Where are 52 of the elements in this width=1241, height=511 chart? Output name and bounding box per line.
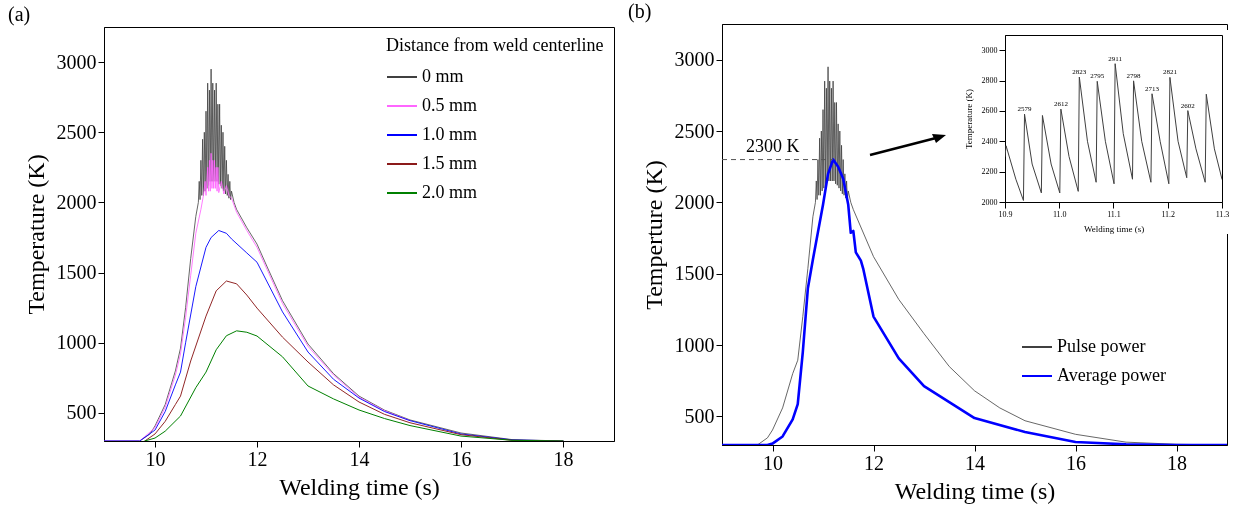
y-tick-label: 500 (684, 404, 715, 427)
x-tick-label: 12 (864, 451, 884, 474)
x-tick-label: 10 (763, 451, 783, 474)
y-tick-label: 2600 (981, 106, 998, 116)
legend-label: 0 mm (422, 66, 464, 86)
x-axis-title: Welding time (s) (279, 473, 440, 500)
y-tick-label: 2000 (981, 197, 998, 207)
x-axis-title: Welding time (s) (894, 477, 1056, 504)
x-tick-label: 14 (349, 447, 370, 470)
line-series (144, 330, 564, 441)
y-tick-label: 1000 (674, 333, 715, 356)
y-tick-label: 500 (66, 401, 97, 424)
chart-title: (a) (8, 3, 31, 26)
y-tick-label: 1500 (674, 262, 715, 285)
x-tick-label: 18 (1167, 451, 1187, 474)
y-axis-title: Temperature (K) (963, 88, 974, 150)
y-axis-title: Temperture (K) (640, 160, 667, 310)
x-tick-label: 18 (553, 447, 574, 470)
line-series (1005, 63, 1222, 201)
x-tick-label: 11.0 (1052, 209, 1067, 219)
y-tick-label: 2800 (981, 76, 998, 86)
y-tick-label: 2000 (674, 190, 715, 213)
legend-title: Distance from weld centerline (386, 35, 604, 55)
legend-label: Pulse power (1057, 336, 1146, 356)
y-tick-label: 1000 (56, 331, 97, 354)
x-tick-label: 16 (1066, 451, 1086, 474)
ref-line-label: 2300 K (746, 135, 800, 156)
y-tick-label: 1500 (56, 261, 97, 284)
legend-label: 2.0 mm (422, 182, 478, 202)
legend-label: 0.5 mm (422, 95, 478, 115)
y-tick-label: 2000 (56, 190, 97, 213)
legend-label: 1.0 mm (422, 124, 478, 144)
x-tick-label: 10 (145, 447, 166, 470)
y-tick-label: 2200 (981, 167, 998, 177)
x-tick-label: 11.3 (1215, 209, 1230, 219)
y-axis-title: Temperature (K) (22, 154, 49, 315)
y-tick-label: 2500 (56, 120, 97, 143)
y-tick-label: 3000 (674, 48, 715, 71)
y-tick-label: 3000 (981, 45, 998, 55)
chart-title: (b) (628, 0, 652, 23)
x-tick-label: 10.9 (998, 209, 1013, 219)
legend-label: 1.5 mm (422, 153, 478, 173)
x-tick-label: 11.1 (1107, 209, 1121, 219)
x-tick-label: 14 (965, 451, 985, 474)
x-tick-label: 11.2 (1161, 209, 1176, 219)
x-tick-label: 16 (451, 447, 472, 470)
y-tick-label: 2400 (981, 136, 998, 146)
legend-label: Average power (1057, 365, 1167, 385)
x-tick-label: 12 (247, 447, 268, 470)
y-tick-label: 2500 (674, 119, 715, 142)
y-tick-label: 3000 (56, 50, 97, 73)
x-axis-title: Welding time (s) (1083, 223, 1145, 234)
